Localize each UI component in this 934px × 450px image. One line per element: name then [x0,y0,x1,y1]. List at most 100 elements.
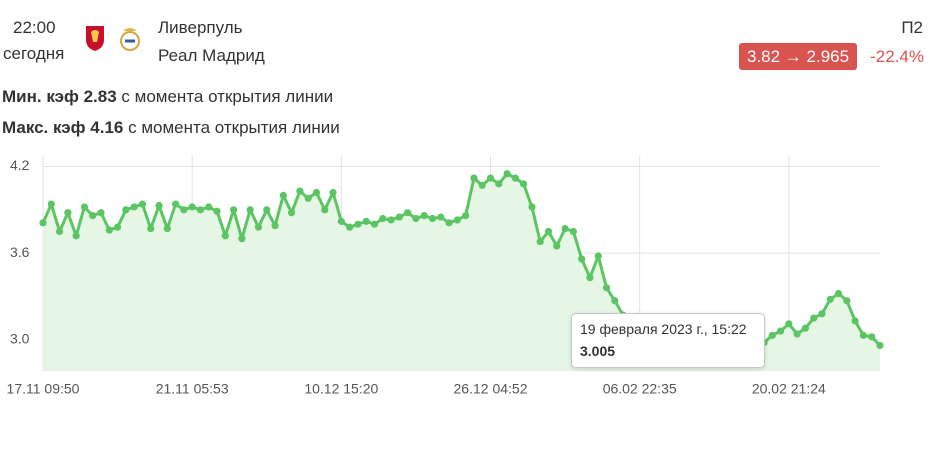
point [602,284,611,292]
point [520,180,528,188]
min-text: с момента открытия линии [121,87,334,106]
x-tick-label: 21.11 05:53 [156,381,229,397]
point [826,295,834,303]
area [43,173,880,370]
point [569,227,577,236]
x-tick-label: 06.02 22:35 [603,381,677,397]
point [304,194,312,202]
point [263,206,271,214]
y-tick-label: 3.6 [10,244,30,260]
tooltip-title: 19 февраля 2023 г., 15:22 [580,321,747,337]
away-team: Реал Мадрид [158,46,265,65]
tooltip-value: 3.005 [580,343,616,359]
point [437,213,445,221]
min-line: Мин. кэф 2.83 с момента открытия линии [2,87,333,107]
point [188,203,196,211]
y-tick-label: 4.2 [10,157,30,173]
point [271,222,279,230]
point [453,216,461,224]
point [337,217,345,225]
point [55,227,64,236]
point [113,223,122,231]
point [254,223,263,231]
point [138,200,147,208]
point [876,341,884,350]
point [868,333,876,341]
point [462,212,470,220]
point [205,203,213,211]
away-logo [120,28,140,51]
point [412,214,420,223]
point [171,200,180,208]
point [122,206,130,214]
x-tick-label: 17.11 09:50 [7,381,80,397]
point [379,214,387,223]
point [478,181,486,189]
point [404,209,412,217]
max-label: Макс. кэф 4.16 [2,118,124,137]
point [511,174,519,182]
point [801,324,810,332]
point [553,242,561,250]
point [321,206,329,214]
point [503,170,511,178]
point [196,206,205,214]
point [238,235,246,243]
point [495,180,503,188]
point [768,331,776,339]
point [80,203,89,211]
point [851,317,859,325]
max-line: Макс. кэф 4.16 с момента открытия линии [2,118,340,138]
point [486,174,495,182]
x-tick-label: 10.12 15:20 [304,381,378,397]
point [395,213,403,221]
point [793,330,801,338]
point [834,289,843,298]
point [163,224,171,233]
point [362,217,370,225]
point [97,209,105,217]
point [843,297,851,305]
match-time: 22:00 [13,18,56,37]
point [859,331,868,339]
min-label: Мин. кэф 2.83 [2,87,117,106]
point [544,227,553,236]
point [536,237,544,246]
point [296,187,304,195]
point [329,188,337,197]
point [528,203,536,211]
home-logo [86,26,104,51]
point [586,274,594,282]
point [776,327,785,335]
odds-change: 3.82 → 2.965 [739,43,858,70]
point [594,252,602,260]
point [105,226,113,234]
point [221,232,229,240]
outcome: П2 [901,18,923,37]
y-tick-label: 3.0 [10,330,30,346]
point [47,200,55,208]
point [428,214,437,223]
point [370,220,379,228]
change-percent: -22.4% [870,47,924,66]
point [346,223,354,231]
point [470,174,478,182]
point [130,203,138,211]
point [810,314,818,322]
point [213,207,221,215]
point [155,201,163,210]
point [445,219,453,227]
point [578,255,586,263]
point [64,209,72,217]
point [246,206,254,214]
home-team: Ливерпуль [158,18,243,37]
point [180,206,188,214]
point [147,224,155,233]
point [818,310,826,318]
point [561,224,569,233]
point [387,216,395,224]
x-tick-label: 26.12 04:52 [454,381,528,397]
match-day: сегодня [3,44,65,63]
tooltip: 19 февраля 2023 г., 15:22 3.005 [571,313,765,368]
